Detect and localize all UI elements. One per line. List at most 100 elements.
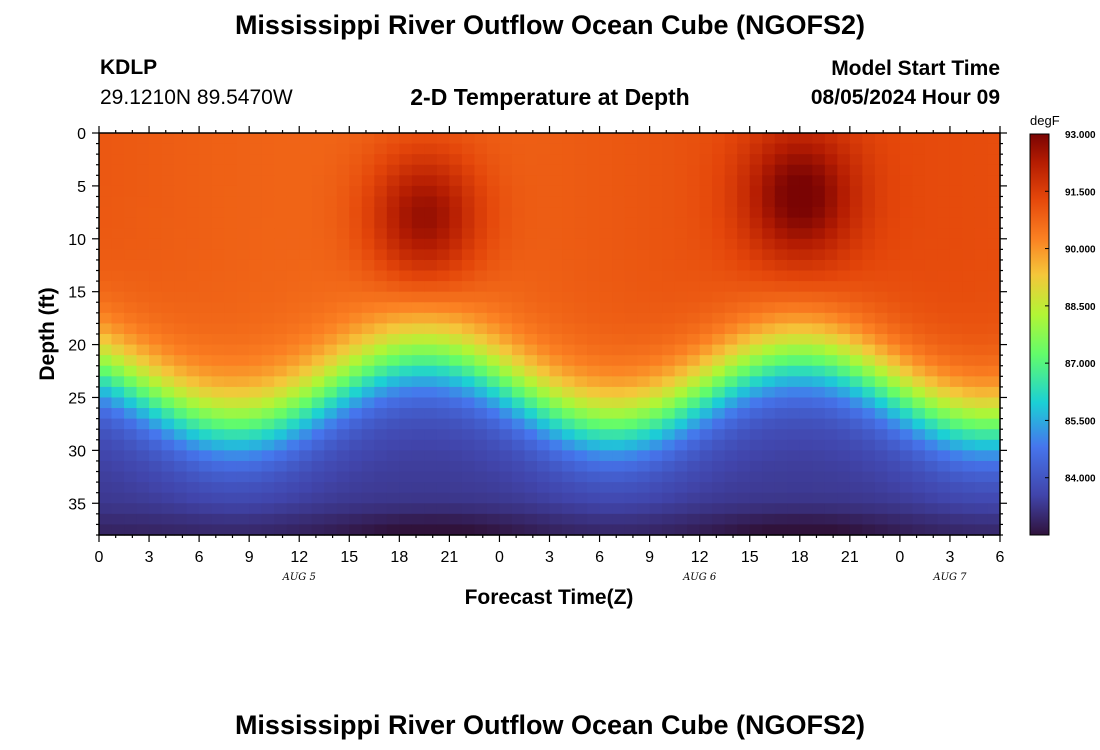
heatmap-cell: [449, 259, 463, 272]
heatmap-cell: [637, 228, 651, 240]
heatmap-cell: [687, 164, 701, 176]
heatmap-cell: [612, 386, 626, 399]
heatmap-cell: [574, 460, 588, 473]
heatmap-cell: [136, 164, 150, 176]
heatmap-cell: [774, 524, 788, 536]
heatmap-cell: [211, 429, 225, 441]
heatmap-cell: [887, 164, 901, 176]
heatmap-cell: [737, 365, 751, 377]
heatmap-cell: [161, 133, 175, 145]
heatmap-cell: [211, 408, 225, 420]
heatmap-cell: [536, 513, 551, 526]
heatmap-cell: [474, 302, 488, 314]
heatmap-cell: [299, 281, 313, 293]
heatmap-cell: [311, 154, 325, 166]
heatmap-cell: [824, 185, 838, 198]
heatmap-cell: [299, 249, 313, 261]
heatmap-cell: [149, 344, 163, 356]
heatmap-cell: [349, 238, 363, 250]
heatmap-cell: [749, 196, 763, 208]
heatmap-cell: [587, 503, 601, 515]
heatmap-cell: [161, 143, 175, 155]
heatmap-cell: [574, 302, 588, 314]
heatmap-cell: [486, 429, 501, 441]
heatmap-cell: [987, 143, 1001, 155]
y-tick-label: 35: [68, 496, 86, 513]
heatmap-cell: [774, 228, 788, 240]
heatmap-cell: [411, 302, 425, 314]
heatmap-cell: [511, 344, 526, 356]
heatmap-cell: [624, 259, 638, 272]
heatmap-cell: [912, 386, 926, 399]
heatmap-cell: [674, 270, 688, 282]
heatmap-cell: [674, 386, 688, 399]
heatmap-cell: [249, 503, 263, 515]
heatmap-cell: [199, 450, 213, 462]
heatmap-cell: [899, 196, 913, 208]
heatmap-cell: [124, 185, 138, 198]
heatmap-cell: [336, 376, 350, 388]
heatmap-cell: [274, 228, 288, 240]
heatmap-cell: [762, 175, 776, 187]
page-title: Mississippi River Outflow Ocean Cube (NG…: [234, 10, 866, 40]
heatmap-cell: [424, 397, 438, 409]
heatmap-cell: [186, 185, 200, 198]
heatmap-cell: [361, 228, 375, 240]
heatmap-cell: [111, 376, 125, 388]
heatmap-cell: [324, 154, 338, 166]
heatmap-cell: [461, 312, 476, 325]
heatmap-cell: [737, 133, 751, 145]
heatmap-cell: [974, 386, 989, 399]
heatmap-cell: [737, 334, 751, 346]
heatmap-cell: [299, 355, 313, 367]
heatmap-cell: [699, 185, 713, 198]
heatmap-cell: [449, 503, 463, 515]
heatmap-cell: [186, 492, 200, 504]
heatmap-cell: [361, 175, 375, 187]
heatmap-cell: [461, 164, 476, 176]
heatmap-cell: [849, 471, 863, 483]
heatmap-cell: [974, 312, 989, 325]
heatmap-cell: [374, 281, 388, 293]
heatmap-cell: [124, 207, 138, 219]
heatmap-cell: [974, 270, 989, 282]
heatmap-cell: [599, 344, 613, 356]
heatmap-cell: [424, 513, 438, 526]
heatmap-cell: [111, 429, 125, 441]
heatmap-cell: [824, 365, 838, 377]
heatmap-cell: [574, 196, 588, 208]
heatmap-cell: [536, 429, 551, 441]
heatmap-cell: [774, 281, 788, 293]
heatmap-cell: [787, 355, 801, 367]
heatmap-cell: [599, 217, 613, 229]
heatmap-cell: [524, 376, 538, 388]
heatmap-cell: [662, 281, 676, 293]
heatmap-cell: [99, 259, 113, 272]
heatmap-cell: [274, 344, 288, 356]
heatmap-cell: [286, 259, 300, 272]
heatmap-cell: [336, 344, 350, 356]
heatmap-cell: [762, 460, 776, 473]
heatmap-cell: [699, 503, 713, 515]
heatmap-cell: [562, 281, 576, 293]
heatmap-cell: [174, 386, 188, 399]
heatmap-cell: [874, 312, 888, 325]
heatmap-cell: [211, 249, 225, 261]
heatmap-cell: [186, 376, 200, 388]
heatmap-cell: [124, 429, 138, 441]
heatmap-cell: [224, 196, 238, 208]
heatmap-cell: [812, 133, 826, 145]
heatmap-cell: [874, 418, 888, 430]
heatmap-cell: [912, 482, 926, 494]
heatmap-cell: [787, 228, 801, 240]
heatmap-cell: [311, 492, 325, 504]
heatmap-cell: [912, 259, 926, 272]
heatmap-cell: [174, 503, 188, 515]
heatmap-cell: [612, 376, 626, 388]
heatmap-cell: [436, 503, 450, 515]
heatmap-cell: [962, 408, 976, 420]
x-axis-label: Forecast Time(Z): [465, 586, 634, 609]
heatmap-cell: [874, 196, 888, 208]
heatmap-cell: [562, 460, 576, 473]
heatmap-cell: [161, 270, 175, 282]
